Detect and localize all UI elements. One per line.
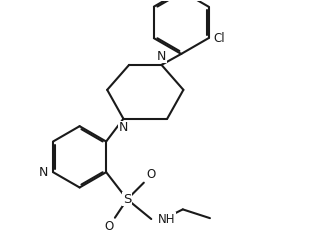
Text: O: O (146, 168, 155, 181)
Text: S: S (123, 193, 131, 206)
Text: N: N (157, 50, 166, 63)
Text: Cl: Cl (214, 32, 225, 45)
Text: O: O (104, 220, 113, 233)
Text: NH: NH (158, 213, 176, 225)
Text: N: N (119, 121, 128, 134)
Text: N: N (38, 166, 48, 179)
